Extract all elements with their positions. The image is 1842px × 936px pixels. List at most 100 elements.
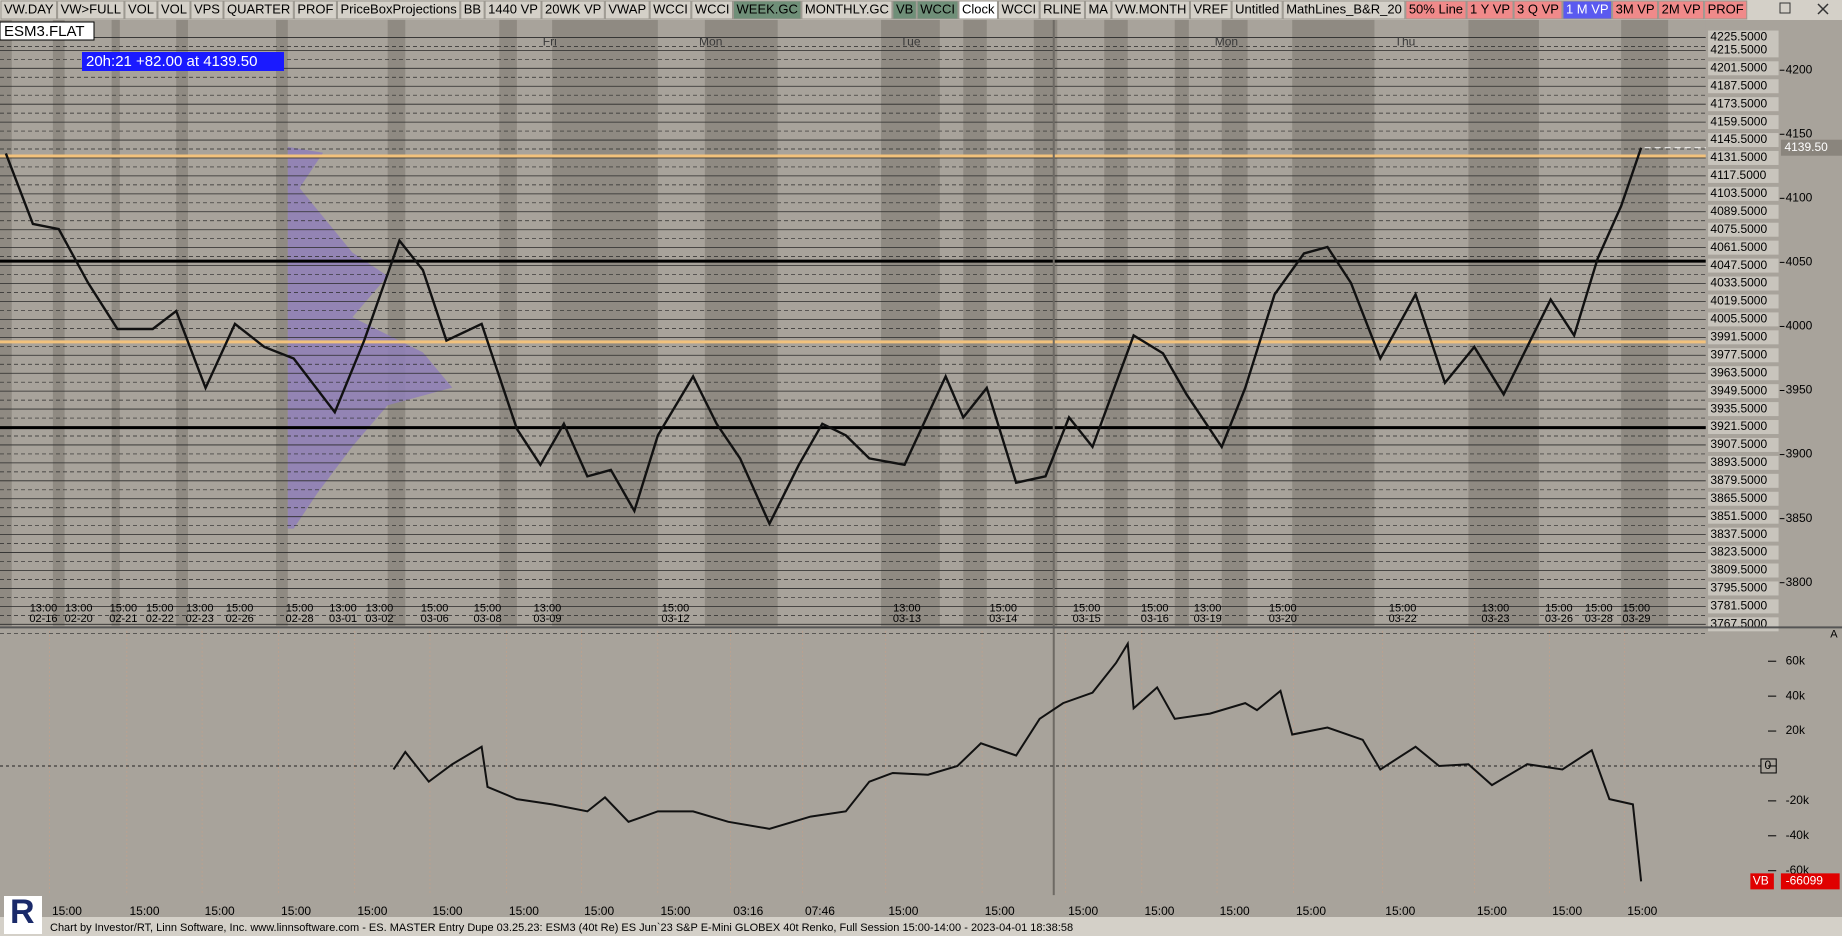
x-time-label: 15:00 [989, 602, 1017, 614]
x-date-label: 02-16 [29, 613, 57, 625]
level-label: 4117.5000 [1710, 168, 1766, 182]
level-label-bg [1708, 348, 1779, 363]
level-label-bg [1708, 599, 1779, 614]
toolbar-button[interactable]: 50% Line [1405, 0, 1467, 20]
toolbar-button[interactable]: VWAP [604, 0, 650, 20]
button-label: 20WK VP [545, 1, 601, 16]
level-label: 3781.5000 [1710, 599, 1767, 613]
toolbar-button[interactable]: MathLines_B&R_20 [1282, 0, 1406, 20]
x-date-label: 02-20 [65, 613, 93, 625]
x-date-label: 03-01 [329, 613, 357, 625]
button-bg [604, 0, 650, 20]
x-time-label: 13:00 [1482, 602, 1510, 614]
toolbar-button[interactable]: MA [1084, 0, 1112, 20]
level-label: 4215.5000 [1710, 43, 1767, 57]
level-label-bg [1708, 420, 1779, 435]
x-date-label: 03-15 [1073, 613, 1101, 625]
restore-icon[interactable] [1779, 2, 1791, 14]
toolbar-button[interactable]: Clock [958, 0, 998, 20]
session-band [1221, 19, 1248, 627]
level-label: 4131.5000 [1710, 150, 1767, 164]
toolbar-button[interactable]: RLINE [1039, 0, 1085, 20]
button-bg [1562, 0, 1613, 20]
button-label: MA [1088, 1, 1108, 16]
level-label-bg [1708, 294, 1779, 309]
y-tick-label: 60k [1786, 653, 1806, 667]
level-label-bg [1708, 312, 1779, 327]
button-bg [1039, 0, 1085, 20]
close-icon[interactable] [1817, 3, 1829, 15]
y-tick-label: -20k [1786, 793, 1810, 807]
x-tick-label: 03:16 [733, 904, 763, 918]
level-label: 4047.5000 [1710, 258, 1767, 272]
toolbar-button[interactable]: WCCI [916, 0, 959, 20]
toolbar-button[interactable]: VW.MONTH [1111, 0, 1190, 20]
session-band [52, 19, 65, 627]
y-tick-label: 40k [1786, 688, 1806, 702]
x-date-label: 02-21 [109, 613, 137, 625]
button-label: Untitled [1235, 1, 1279, 16]
toolbar-button[interactable]: VOL [124, 0, 158, 20]
level-label-bg [1708, 581, 1779, 596]
toolbar-button[interactable]: BB [460, 0, 485, 20]
toolbar-button[interactable]: 1440 VP [484, 0, 542, 20]
x-tick-label: 15:00 [281, 904, 311, 918]
level-label-bg [1708, 115, 1779, 130]
level-label: 4103.5000 [1710, 186, 1767, 200]
x-time-label: 15:00 [1389, 602, 1417, 614]
toolbar-button[interactable]: 1 Y VP [1466, 0, 1514, 20]
y-tick-label: 4150 [1786, 126, 1813, 140]
toolbar-button[interactable]: VPS [190, 0, 224, 20]
toolbar-button[interactable]: VW>FULL [57, 0, 125, 20]
toolbar-button[interactable]: Untitled [1231, 0, 1283, 20]
level-label: 4159.5000 [1710, 114, 1767, 128]
level-label-bg [1708, 222, 1779, 237]
button-label: 50% Line [1409, 1, 1463, 16]
toolbar-button[interactable]: WEEK.GC [733, 0, 802, 20]
button-bg [916, 0, 959, 20]
x-tick-label: 15:00 [888, 904, 918, 918]
session-band [552, 19, 658, 627]
level-label-bg [1708, 491, 1779, 506]
toolbar-button[interactable]: QUARTER [223, 0, 294, 20]
toolbar-button[interactable]: PriceBoxProjections [336, 0, 461, 20]
session-band [1621, 19, 1669, 627]
button-bg [0, 0, 58, 20]
last-value: -66099 [1786, 874, 1824, 888]
toolbar-button[interactable]: WCCI [691, 0, 733, 20]
level-label: 3879.5000 [1710, 473, 1767, 487]
button-label: VW.DAY [4, 1, 54, 16]
toolbar-button[interactable]: PROF [293, 0, 337, 20]
y-tick-label: 4100 [1786, 191, 1813, 205]
button-label: WCCI [695, 1, 730, 16]
level-label-bg [1708, 61, 1779, 76]
x-time-label: 15:00 [1073, 602, 1101, 614]
toolbar-button[interactable]: WCCI [649, 0, 692, 20]
toolbar-button[interactable]: MONTHLY.GC [801, 0, 893, 20]
toolbar-button[interactable]: VOL [157, 0, 191, 20]
toolbar-button[interactable]: 2M VP [1658, 0, 1705, 20]
toolbar-button[interactable]: WCCI [997, 0, 1040, 20]
session-band [1292, 19, 1375, 627]
footer: Chart by Investor/RT, Linn Software, Inc… [50, 922, 1073, 934]
button-bg [649, 0, 692, 20]
x-time-label: 13:00 [65, 602, 93, 614]
toolbar-button[interactable]: VW.DAY [0, 0, 58, 20]
x-date-label: 03-22 [1389, 613, 1417, 625]
toolbar-button[interactable]: 3 Q VP [1513, 0, 1563, 20]
button-label: MONTHLY.GC [805, 1, 889, 16]
x-time-label: 13:00 [1194, 602, 1222, 614]
toolbar-button[interactable]: 20WK VP [541, 0, 605, 20]
level-label: 4145.5000 [1710, 132, 1767, 146]
toolbar-button[interactable]: PROF [1704, 0, 1748, 20]
toolbar-button[interactable]: VB [892, 0, 917, 20]
x-time-label: 15:00 [226, 602, 254, 614]
toolbar-button[interactable]: VREF [1189, 0, 1232, 20]
toolbar-button[interactable]: 1 M VP [1562, 0, 1613, 20]
x-time-label: 13:00 [893, 602, 921, 614]
x-time-label: 15:00 [474, 602, 502, 614]
toolbar-button[interactable]: 3M VP [1612, 0, 1659, 20]
series-label: VB [1753, 874, 1769, 888]
